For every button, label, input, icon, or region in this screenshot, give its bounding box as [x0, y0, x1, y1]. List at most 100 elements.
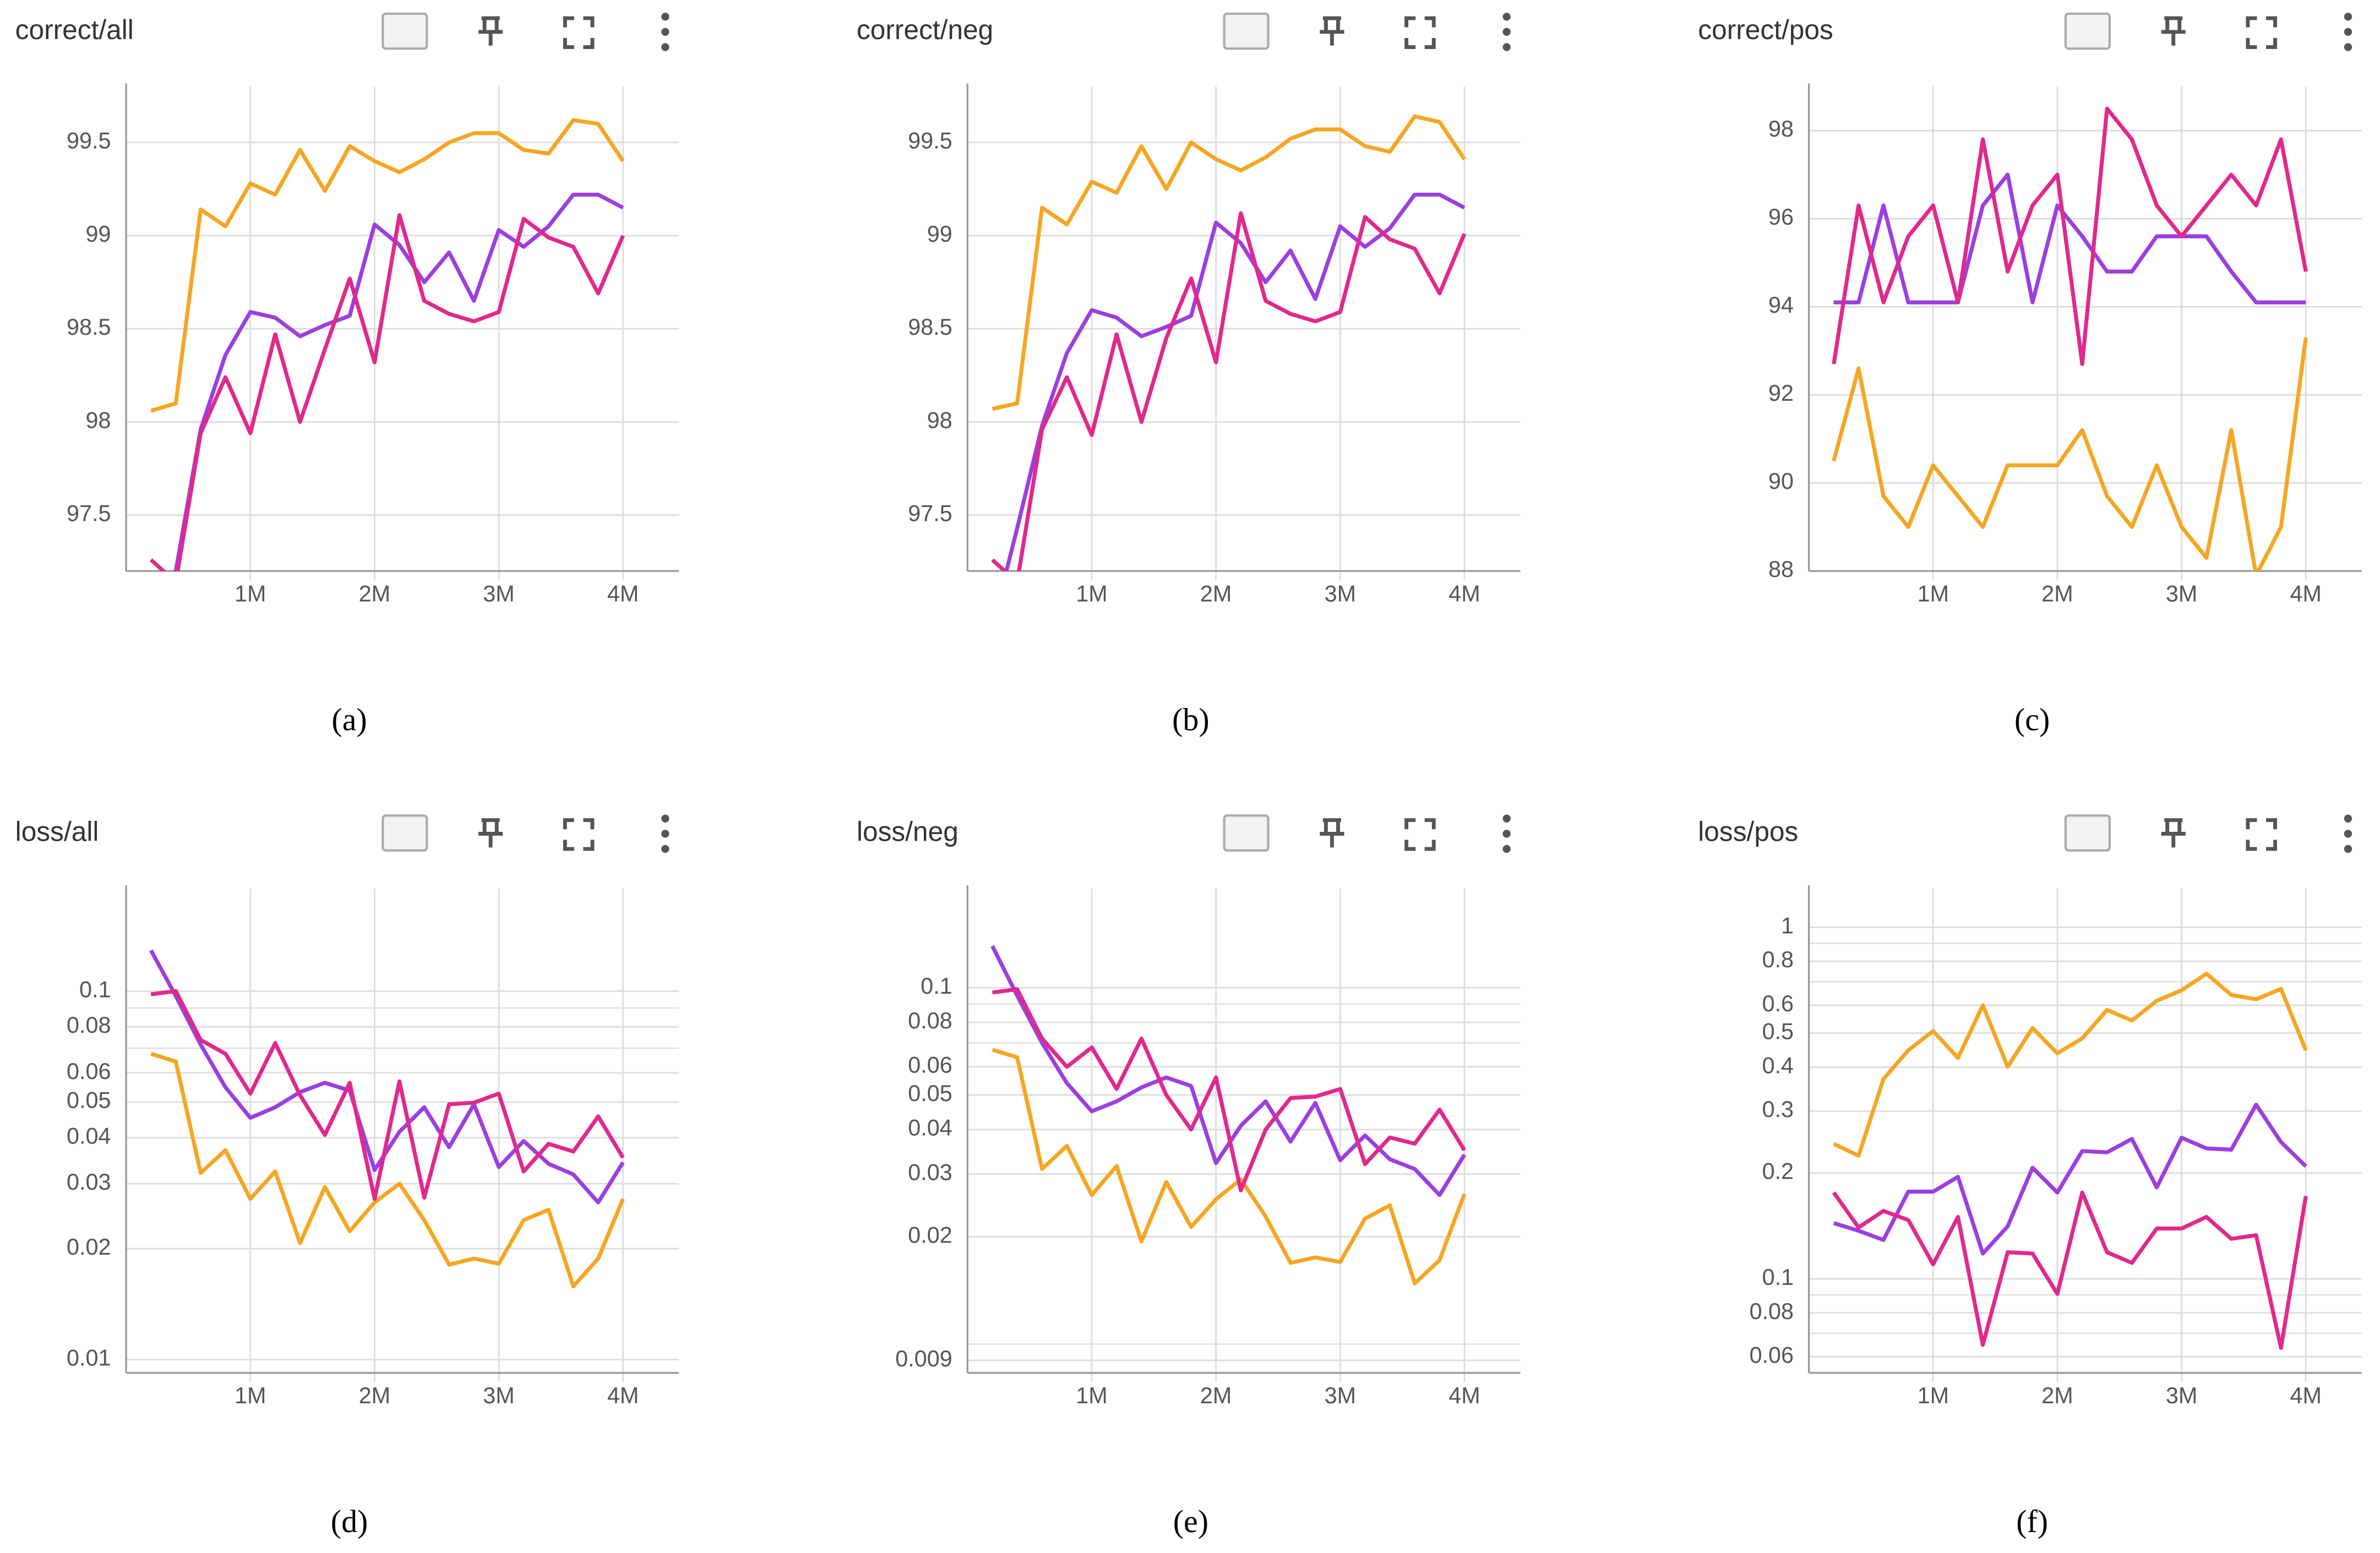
y-tick-label: 92 — [1768, 380, 1794, 406]
x-tick-label: 2M — [2041, 581, 2073, 606]
menu-dot[interactable] — [2344, 28, 2352, 36]
y-tick-label: 1 — [1781, 913, 1794, 938]
series-line — [149, 213, 625, 571]
chart-title: correct/all — [15, 14, 134, 45]
y-tick-label: 0.05 — [67, 1088, 111, 1113]
pin-icon[interactable] — [2161, 16, 2186, 46]
menu-dot[interactable] — [661, 13, 669, 21]
y-tick-label: 0.6 — [1762, 991, 1794, 1016]
y-tick-label: 96 — [1768, 204, 1794, 230]
y-tick-label: 99.5 — [67, 128, 111, 154]
y-tick-label: 0.08 — [67, 1012, 111, 1038]
x-tick-label: 2M — [1200, 581, 1232, 606]
pin-icon[interactable] — [478, 16, 503, 46]
y-tick-label: 0.1 — [921, 973, 952, 999]
x-tick-label: 2M — [359, 581, 390, 606]
toolbar — [1223, 12, 1511, 51]
fit-icon[interactable] — [1223, 12, 1270, 50]
x-tick-label: 1M — [235, 1383, 266, 1408]
x-tick-label: 4M — [2290, 581, 2322, 606]
chart-panel: loss/all 0.01 0.02 0.03 0.04 0.05 0.06 0.08 0.1 1… — [15, 814, 679, 1539]
series-line — [1833, 972, 2308, 1158]
fullscreen-icon[interactable] — [563, 16, 595, 49]
y-tick-label: 99.5 — [908, 128, 952, 154]
menu-dot[interactable] — [1502, 13, 1511, 21]
fit-icon[interactable] — [2064, 814, 2111, 852]
chart-panel: correct/pos 88 90 92 94 96 98 1M 2M 3M 4M (c) — [1698, 12, 2362, 737]
chart-panel: loss/neg 0.009 0.02 0.03 0.04 0.05 0.06 0.08 0.1… — [857, 814, 1521, 1539]
x-tick-label: 1M — [1918, 1383, 1949, 1408]
x-tick-label: 2M — [359, 1383, 390, 1408]
y-tick-label: 0.01 — [67, 1345, 111, 1371]
y-tick-label: 0.2 — [1762, 1159, 1794, 1184]
caption: (d) — [331, 1503, 368, 1539]
y-tick-label: 0.08 — [908, 1008, 952, 1033]
y-tick-label: 0.02 — [67, 1234, 111, 1260]
fit-icon[interactable] — [2064, 12, 2111, 50]
caption: (c) — [2014, 701, 2050, 737]
y-tick-label: 0.3 — [1762, 1097, 1794, 1122]
y-tick-label: 0.05 — [908, 1081, 952, 1106]
menu-dot[interactable] — [1502, 28, 1511, 36]
y-tick-label: 0.06 — [67, 1059, 111, 1084]
y-tick-label: 98.5 — [67, 314, 111, 340]
menu-dot[interactable] — [2344, 13, 2352, 21]
menu-dot[interactable] — [2344, 844, 2352, 853]
fit-icon[interactable] — [1223, 814, 1270, 852]
menu-dot[interactable] — [661, 43, 669, 51]
x-tick-label: 1M — [1076, 1383, 1107, 1408]
fullscreen-icon[interactable] — [2246, 16, 2278, 49]
series-line — [990, 945, 1467, 1197]
series-line — [1832, 1190, 2308, 1350]
y-tick-label: 0.5 — [1762, 1019, 1794, 1044]
caption: (a) — [331, 701, 367, 737]
x-tick-label: 3M — [2166, 1383, 2197, 1408]
menu-dot[interactable] — [1502, 844, 1511, 853]
toolbar — [2064, 814, 2352, 853]
series-line — [992, 987, 1467, 1192]
pin-icon[interactable] — [1320, 818, 1344, 848]
x-tick-label: 4M — [1448, 1383, 1480, 1408]
fullscreen-icon[interactable] — [1404, 818, 1436, 851]
menu-dot[interactable] — [2344, 830, 2352, 838]
y-tick-label: 98 — [85, 407, 111, 433]
menu-dot[interactable] — [661, 814, 669, 823]
menu-dot[interactable] — [661, 844, 669, 853]
toolbar — [382, 12, 669, 51]
pin-icon[interactable] — [1320, 16, 1344, 46]
x-tick-label: 3M — [1325, 581, 1356, 606]
menu-dot[interactable] — [1502, 43, 1511, 51]
y-tick-label: 0.009 — [895, 1346, 952, 1371]
x-tick-label: 4M — [1448, 581, 1480, 606]
menu-dot[interactable] — [661, 830, 669, 838]
fullscreen-icon[interactable] — [1404, 16, 1436, 49]
fit-icon[interactable] — [382, 814, 428, 852]
chart-title: loss/neg — [857, 816, 958, 847]
series-line — [1004, 192, 1466, 571]
menu-dot[interactable] — [1502, 830, 1511, 838]
y-tick-label: 0.06 — [908, 1053, 952, 1078]
x-tick-label: 4M — [2290, 1383, 2322, 1408]
pin-icon[interactable] — [478, 818, 503, 848]
x-tick-label: 3M — [483, 1383, 514, 1408]
y-tick-label: 0.04 — [67, 1124, 111, 1149]
fullscreen-icon[interactable] — [563, 818, 595, 851]
caption: (b) — [1172, 701, 1210, 737]
menu-dot[interactable] — [1502, 814, 1511, 823]
chart-panel: loss/pos 0.06 0.08 0.1 0.2 0.3 0.4 0.5 0.6 0.8 1 1M… — [1698, 814, 2362, 1539]
menu-dot[interactable] — [2344, 814, 2352, 823]
x-tick-label: 2M — [2041, 1383, 2073, 1408]
x-tick-label: 3M — [2166, 581, 2197, 606]
series-line — [150, 989, 625, 1201]
series-line — [149, 949, 625, 1205]
fit-icon[interactable] — [382, 12, 428, 50]
fullscreen-icon[interactable] — [2246, 818, 2278, 851]
series-line — [992, 1048, 1467, 1285]
chart-title: correct/pos — [1698, 14, 1833, 45]
series-line — [1832, 337, 2308, 571]
menu-dot[interactable] — [661, 28, 669, 36]
x-tick-label: 1M — [1918, 581, 1949, 606]
pin-icon[interactable] — [2161, 818, 2186, 848]
menu-dot[interactable] — [2344, 43, 2352, 51]
